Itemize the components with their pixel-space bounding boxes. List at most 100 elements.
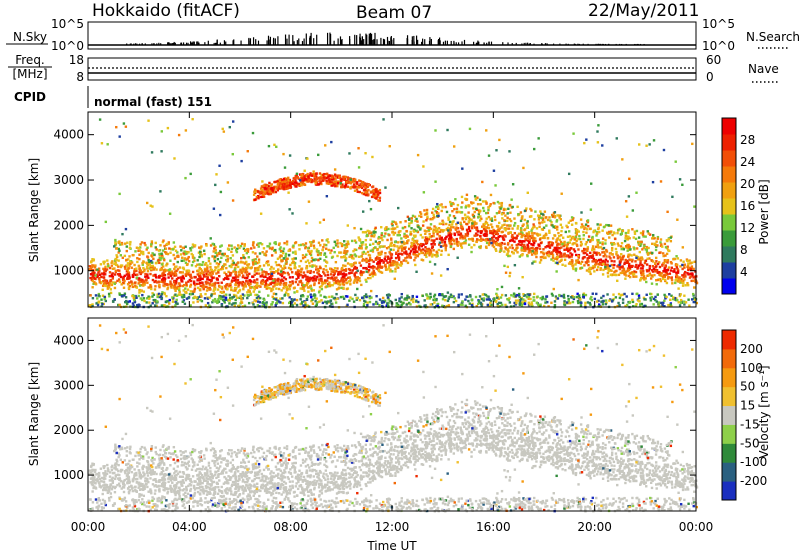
power-cell [118,269,121,272]
power-cell [524,247,527,250]
power-cell [184,274,188,278]
power-cell [273,278,276,281]
power-cell [265,301,268,304]
power-cell [590,295,593,299]
power-cell [281,297,284,300]
power-cell [258,252,262,255]
power-cell [266,285,269,288]
power-cell [666,245,669,249]
nsky-noise-mark [406,35,409,45]
power-cell [471,223,475,226]
nsky-noise-mark [457,42,460,45]
power-cell [650,274,653,277]
power-cell [196,263,199,266]
power-cell [521,215,524,218]
power-cell [264,273,268,276]
power-cell [333,267,337,270]
power-cell [127,287,131,291]
power-cell [285,185,288,188]
power-cell [92,258,96,261]
power-cell [492,234,496,237]
power-cell [167,242,170,246]
power-cell [409,303,412,306]
power-cell [323,243,326,246]
power-cell [451,223,454,226]
power-cell [618,296,622,300]
power-cell [390,222,394,226]
power-cell [199,267,202,271]
power-cell [464,242,467,245]
power-cell [610,259,613,263]
power-cell [278,256,282,259]
power-cell [587,235,591,238]
nsky-noise-mark [515,42,517,45]
power-cell [300,268,303,271]
power-cell [484,211,488,215]
power-cell [575,259,578,262]
power-cell [300,184,303,187]
power-cell [266,189,270,192]
power-cell [474,226,477,229]
power-cell [107,281,110,285]
power-cell [332,274,336,277]
power-cell [224,273,228,276]
power-cell [135,304,139,307]
power-cell [414,246,418,249]
power-cell [359,185,363,189]
power-cell [173,283,177,286]
power-cell [328,180,332,184]
power-cell [101,288,104,292]
power-cell [281,185,285,188]
nsky-noise-mark [233,39,235,45]
power-cell [403,247,406,250]
power-cell [559,253,562,257]
nsky-noise-mark [174,42,176,45]
power-cell [295,185,298,188]
power-cell [196,297,199,300]
power-cell [487,226,491,230]
power-cell [364,188,367,191]
power-cell [488,229,492,233]
power-cell [248,286,252,289]
power-cell [331,295,334,298]
power-cell [533,218,536,221]
power-cell [272,267,275,270]
power-cell [432,213,435,217]
power-cell [590,298,594,302]
power-cell [141,263,144,266]
power-cell [125,258,128,262]
power-cell [634,237,638,241]
power-cell [621,265,624,268]
nsky-noise-mark [544,43,547,45]
power-cell [436,230,439,233]
power-cell [346,262,350,265]
power-cell [251,301,255,305]
power-cell [437,212,440,215]
power-cell [518,299,522,302]
power-cell [416,254,419,257]
power-cell [535,301,539,304]
power-cell [179,276,182,279]
power-cell [324,281,327,285]
power-cell [175,286,179,289]
power-cell [256,278,259,281]
power-cell [287,287,290,290]
power-cell [668,304,672,307]
power-cell [582,295,585,298]
power-cell [372,192,375,195]
power-cell [198,266,201,270]
nsky-noise-mark [158,42,160,45]
power-cell [505,248,509,251]
nsky-noise-mark [134,43,137,45]
power-cell [301,172,305,176]
power-cell [410,217,413,220]
power-cell [218,252,221,256]
power-cell [313,296,317,300]
power-cell [130,266,133,269]
power-cell [128,260,132,263]
power-cell [142,266,145,270]
power-cell [169,274,173,278]
power-cell [642,269,645,273]
power-cell [305,253,308,256]
power-cell [119,265,123,269]
